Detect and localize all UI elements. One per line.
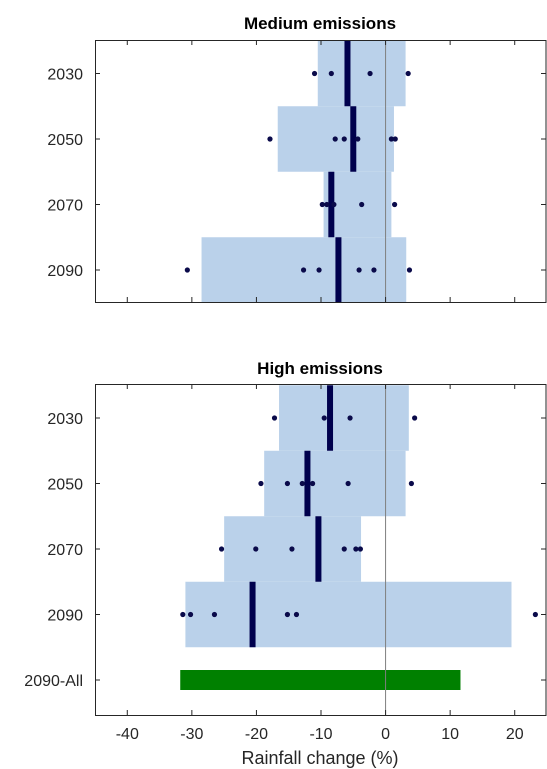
y-tick-label: 2090 <box>47 608 83 625</box>
model-points-medium <box>184 70 413 273</box>
model-point <box>357 546 363 552</box>
ticks-medium <box>95 40 546 302</box>
median-marker <box>304 450 311 517</box>
model-point <box>321 415 327 421</box>
model-point <box>253 546 259 552</box>
model-point <box>367 70 373 77</box>
model-point <box>184 267 190 273</box>
model-point <box>347 415 353 421</box>
model-point <box>284 480 291 487</box>
ticks-high <box>95 384 546 715</box>
x-axis-label: Rainfall change (%) <box>241 748 398 768</box>
y-tick-labels-high: 2030 2050 2070 2090 2090-All <box>24 411 83 690</box>
y-tick-label: 2030 <box>47 411 83 428</box>
model-point <box>371 267 377 273</box>
model-point <box>293 611 300 618</box>
range-bar <box>185 581 512 648</box>
model-point <box>356 267 362 273</box>
panel-title-medium: Medium emissions <box>244 14 396 33</box>
model-point <box>388 136 394 142</box>
model-point <box>311 70 318 77</box>
y-tick-label: 2050 <box>47 132 83 149</box>
x-tick-label: 0 <box>381 726 390 743</box>
median-marker <box>327 385 334 451</box>
model-point <box>289 546 295 552</box>
model-point <box>345 480 351 487</box>
model-point <box>408 480 414 487</box>
model-point <box>187 611 194 618</box>
median-marker <box>335 237 342 303</box>
y-tick-labels-medium: 2030 2050 2070 2090 <box>47 67 83 281</box>
model-point <box>532 611 538 618</box>
model-point <box>324 201 330 208</box>
model-point <box>258 480 264 487</box>
y-tick-label: 2070 <box>47 542 83 559</box>
y-tick-label: 2090-All <box>24 673 83 690</box>
range-bar <box>180 670 461 690</box>
model-point <box>406 267 413 273</box>
model-point <box>218 546 225 552</box>
model-point <box>180 611 186 618</box>
model-point <box>392 136 398 142</box>
model-point <box>332 136 338 142</box>
model-point <box>331 201 337 208</box>
x-tick-label: -30 <box>180 726 203 743</box>
x-tick-label: -20 <box>245 726 268 743</box>
median-marker <box>249 581 256 648</box>
model-point <box>316 267 322 273</box>
model-point <box>328 70 334 77</box>
model-point <box>319 201 325 208</box>
model-point <box>405 70 411 77</box>
model-point <box>341 546 347 552</box>
x-tick-labels-high: -40 -30 -20 -10 0 10 20 <box>116 726 524 743</box>
model-point <box>412 415 418 421</box>
model-point <box>299 480 305 487</box>
model-point <box>359 201 365 208</box>
model-point <box>310 480 316 487</box>
range-bars-high <box>180 385 512 690</box>
panel-medium-emissions: Medium emissions 2030 2050 2070 2090 <box>47 14 547 303</box>
model-point <box>211 611 218 618</box>
model-point <box>355 136 361 142</box>
model-point <box>392 201 398 208</box>
median-lines-high <box>249 385 334 648</box>
panel-high-emissions: High emissions 20302050207020902090-All … <box>24 359 547 768</box>
y-tick-label: 2090 <box>47 263 83 280</box>
x-tick-label: -40 <box>116 726 139 743</box>
y-tick-label: 2070 <box>47 198 83 215</box>
model-point <box>271 415 278 421</box>
y-tick-label: 2030 <box>47 67 83 84</box>
range-bars-medium <box>201 40 407 303</box>
y-tick-label: 2050 <box>47 477 83 494</box>
median-marker <box>344 40 351 107</box>
range-bar <box>279 385 409 451</box>
model-point <box>267 136 273 142</box>
median-marker <box>315 516 322 582</box>
x-tick-label: -10 <box>309 726 332 743</box>
x-tick-label: 20 <box>506 726 524 743</box>
model-point <box>300 267 307 273</box>
median-marker <box>350 106 357 172</box>
model-point <box>353 546 359 552</box>
panel-title-high: High emissions <box>257 359 383 378</box>
model-point <box>341 136 347 142</box>
x-tick-label: 10 <box>441 726 459 743</box>
model-points-high <box>180 415 538 618</box>
model-point <box>284 611 291 618</box>
